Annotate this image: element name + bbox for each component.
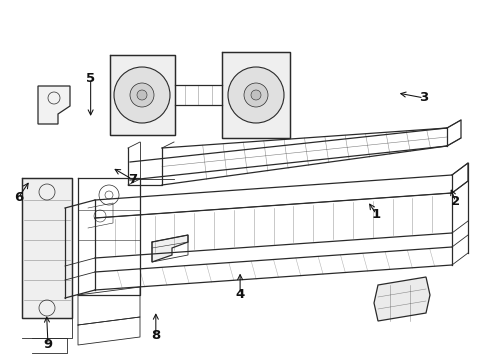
Polygon shape [222, 52, 290, 138]
Text: 7: 7 [128, 173, 137, 186]
Circle shape [228, 67, 284, 123]
Circle shape [114, 67, 170, 123]
Text: 8: 8 [151, 329, 160, 342]
Polygon shape [38, 86, 70, 124]
Polygon shape [22, 178, 72, 318]
Text: 2: 2 [451, 195, 460, 208]
Text: 5: 5 [86, 72, 95, 85]
Polygon shape [152, 235, 188, 262]
Circle shape [251, 90, 261, 100]
Text: 4: 4 [236, 288, 245, 301]
Text: 1: 1 [372, 208, 381, 221]
Polygon shape [110, 55, 175, 135]
Text: 3: 3 [419, 91, 428, 104]
Polygon shape [374, 277, 430, 321]
Circle shape [244, 83, 268, 107]
Text: 9: 9 [44, 338, 52, 351]
Text: 6: 6 [14, 191, 23, 204]
Circle shape [130, 83, 154, 107]
Circle shape [137, 90, 147, 100]
